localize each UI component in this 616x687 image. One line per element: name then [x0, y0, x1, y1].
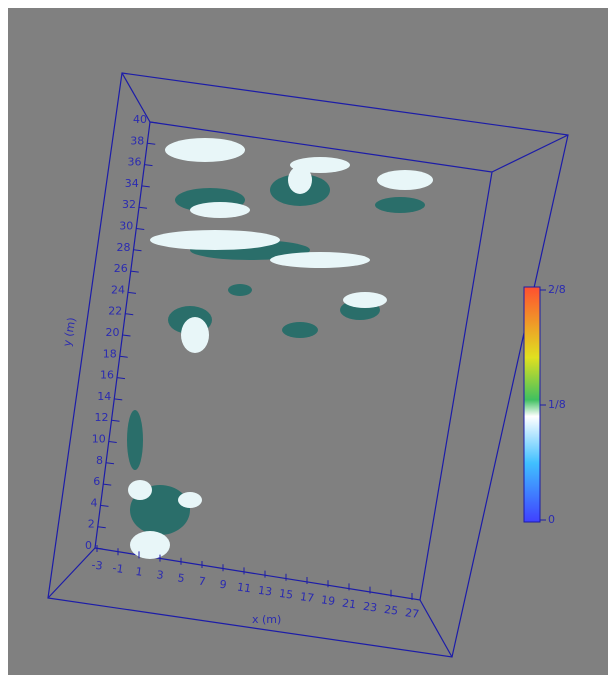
colorbar-label: 1/8 — [548, 398, 566, 411]
y-tick-label: 34 — [125, 177, 139, 190]
y-tick-label: 32 — [122, 198, 136, 211]
x-tick-label: 21 — [341, 596, 357, 611]
viewport — [8, 8, 608, 675]
x-tick-label: 27 — [404, 606, 420, 621]
y-tick-label: 12 — [95, 411, 109, 424]
x-tick-label: 17 — [299, 590, 315, 605]
x-tick-label: 15 — [278, 587, 294, 602]
y-tick-label: 26 — [114, 262, 128, 275]
y-tick-label: 30 — [119, 220, 133, 233]
y-tick-label: 18 — [103, 347, 117, 360]
y-tick-label: 0 — [85, 539, 92, 552]
y-tick-label: 8 — [96, 454, 103, 467]
y-tick-label: 28 — [117, 241, 131, 254]
y-tick-label: 16 — [100, 369, 114, 382]
y-tick-label: 4 — [91, 496, 98, 509]
colorbar — [524, 287, 540, 522]
y-tick-label: 6 — [93, 475, 100, 488]
y-tick-label: 10 — [92, 433, 106, 446]
y-tick-label: 2 — [88, 518, 95, 531]
y-tick-label: 20 — [106, 326, 120, 339]
y-tick-label: 40 — [133, 113, 147, 126]
x-tick-label: -1 — [112, 562, 125, 576]
y-tick-label: 36 — [128, 156, 142, 169]
x-tick-label: 23 — [362, 600, 378, 615]
colorbar-label: 0 — [548, 513, 555, 526]
y-tick-label: 22 — [108, 305, 122, 318]
colorbar-label: 2/8 — [548, 283, 566, 296]
x-tick-label: 25 — [383, 603, 399, 618]
viewer: x (m) y (m) 0246810121416182022242628303… — [0, 0, 616, 683]
x-tick-label: 11 — [236, 580, 252, 595]
x-tick-label: 13 — [257, 584, 273, 599]
y-tick-label: 14 — [97, 390, 111, 403]
y-tick-label: 38 — [130, 134, 144, 147]
x-axis-title: x (m) — [252, 613, 281, 626]
x-tick-label: 19 — [320, 593, 336, 608]
x-tick-label: -3 — [91, 558, 104, 572]
y-tick-label: 24 — [111, 283, 125, 296]
